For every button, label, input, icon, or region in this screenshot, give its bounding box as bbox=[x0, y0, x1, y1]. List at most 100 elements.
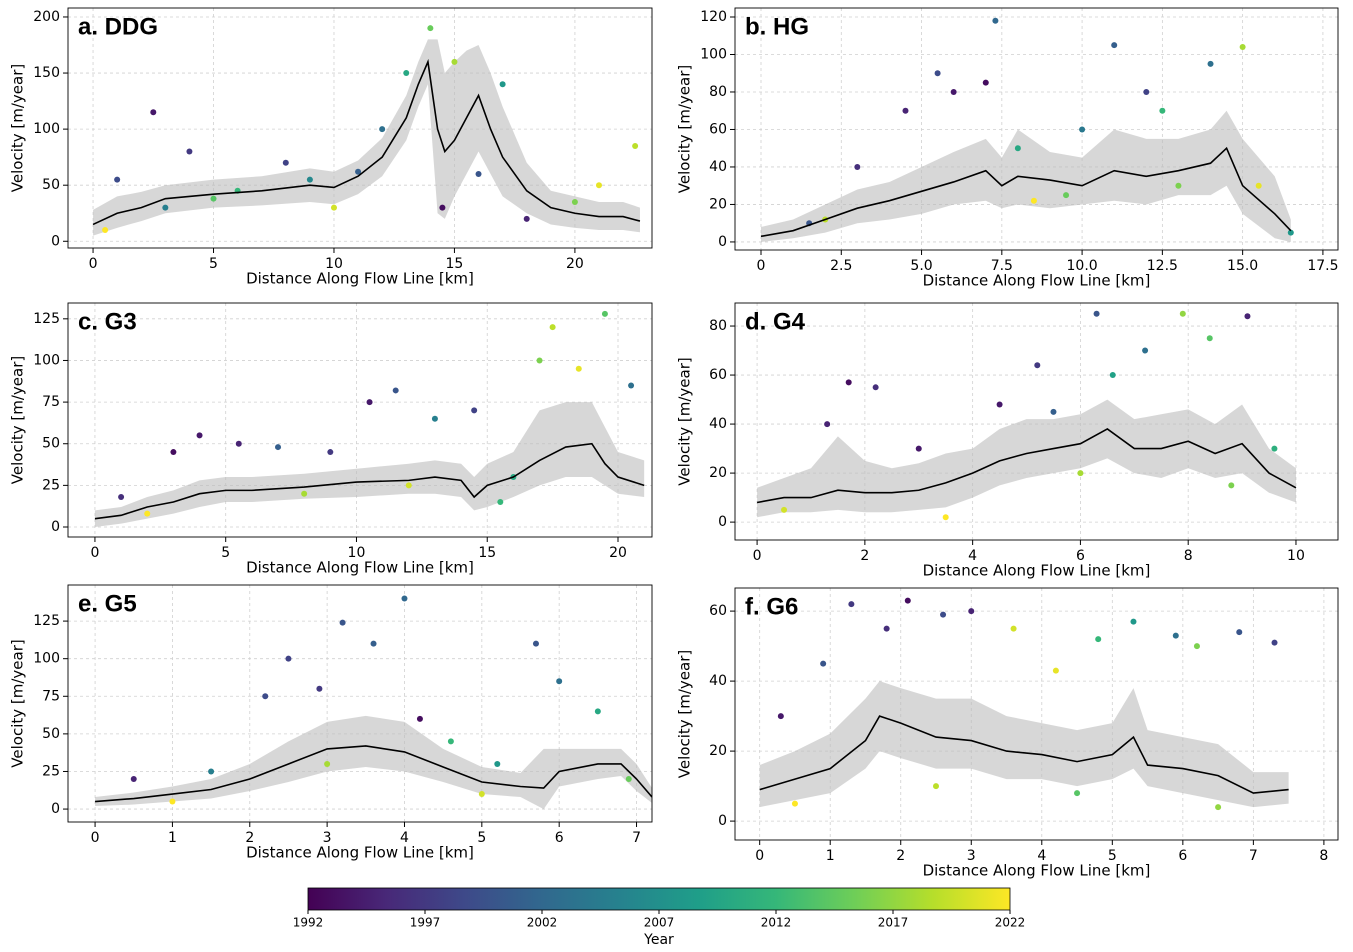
x-tick-label: 8 bbox=[1184, 548, 1193, 564]
data-point bbox=[1175, 182, 1182, 189]
data-point bbox=[1030, 197, 1037, 204]
x-tick-label: 1 bbox=[826, 848, 835, 864]
data-point bbox=[392, 387, 399, 394]
data-point bbox=[628, 382, 635, 389]
data-point bbox=[845, 379, 852, 386]
data-point bbox=[1271, 445, 1278, 452]
median-line bbox=[92, 58, 641, 226]
data-point bbox=[403, 70, 410, 77]
x-tick-label: 2 bbox=[860, 548, 869, 564]
x-tick-label: 0 bbox=[753, 548, 762, 564]
data-point bbox=[824, 421, 831, 428]
data-point bbox=[262, 693, 269, 700]
data-point bbox=[992, 17, 999, 24]
data-point bbox=[556, 678, 563, 685]
panel-title: d. G4 bbox=[745, 308, 806, 335]
x-tick-label: 5 bbox=[477, 830, 486, 846]
data-point bbox=[820, 660, 827, 667]
data-point bbox=[1052, 667, 1059, 674]
y-tick-label: 20 bbox=[709, 465, 727, 481]
y-tick-label: 20 bbox=[709, 196, 727, 212]
data-point bbox=[1228, 482, 1235, 489]
data-point bbox=[196, 432, 203, 439]
data-point bbox=[144, 510, 151, 517]
spread-band bbox=[757, 399, 1296, 518]
data-point bbox=[549, 324, 556, 331]
x-tick-label: 3 bbox=[323, 830, 332, 846]
data-point bbox=[1271, 639, 1278, 646]
spread-band bbox=[761, 110, 1291, 242]
data-point bbox=[471, 407, 478, 414]
x-tick-label: 7 bbox=[632, 830, 641, 846]
data-point bbox=[968, 608, 975, 615]
data-point bbox=[848, 601, 855, 608]
data-point bbox=[186, 148, 193, 155]
x-tick-label: 3 bbox=[967, 848, 976, 864]
y-tick-label: 40 bbox=[709, 673, 727, 689]
data-point bbox=[933, 783, 939, 790]
data-point bbox=[1172, 632, 1179, 639]
x-tick-label: 6 bbox=[1178, 848, 1187, 864]
plot-frame bbox=[734, 7, 1339, 251]
panel-title: f. G6 bbox=[745, 593, 798, 620]
y-tick-label: 0 bbox=[718, 514, 727, 530]
data-point bbox=[478, 791, 485, 798]
x-tick-label: 5 bbox=[209, 256, 218, 272]
x-tick-label: 7.5 bbox=[991, 258, 1013, 274]
x-axis-label: Distance Along Flow Line [km] bbox=[923, 562, 1151, 580]
y-tick-label: 60 bbox=[709, 603, 727, 619]
spread-band bbox=[759, 681, 1289, 808]
plot-area bbox=[95, 595, 652, 810]
data-point bbox=[439, 204, 446, 211]
data-point bbox=[427, 25, 434, 32]
x-tick-label: 0 bbox=[89, 256, 98, 272]
data-point bbox=[275, 444, 282, 451]
data-point bbox=[934, 70, 941, 77]
data-point bbox=[571, 199, 578, 206]
y-tick-label: 75 bbox=[42, 688, 60, 704]
data-point bbox=[339, 619, 346, 626]
plot-frame bbox=[67, 7, 653, 249]
data-point bbox=[601, 310, 608, 317]
panel-title: a. DDG bbox=[78, 13, 158, 40]
y-tick-label: 80 bbox=[709, 84, 727, 100]
colorbar-tick-label: 2017 bbox=[878, 916, 909, 930]
y-tick-label: 75 bbox=[42, 394, 60, 410]
median-line bbox=[756, 428, 1297, 504]
x-tick-label: 4 bbox=[400, 830, 409, 846]
data-point bbox=[632, 142, 639, 149]
data-point bbox=[327, 449, 334, 456]
data-point bbox=[118, 494, 125, 501]
x-tick-label: 2.5 bbox=[830, 258, 852, 274]
y-tick-label: 25 bbox=[42, 477, 60, 493]
data-point bbox=[1255, 182, 1262, 189]
y-tick-label: 150 bbox=[33, 65, 60, 81]
data-point bbox=[431, 415, 438, 422]
data-point bbox=[1287, 229, 1294, 236]
y-tick-label: 0 bbox=[718, 234, 727, 250]
data-point bbox=[781, 506, 788, 513]
x-tick-label: 5 bbox=[1108, 848, 1117, 864]
data-point bbox=[1034, 362, 1041, 369]
y-tick-label: 50 bbox=[42, 436, 60, 452]
x-tick-label: 7 bbox=[1249, 848, 1258, 864]
colorbar-tick-label: 1992 bbox=[293, 916, 324, 930]
x-tick-label: 4 bbox=[968, 548, 977, 564]
data-point bbox=[494, 760, 501, 767]
colorbar-tick-label: 2002 bbox=[527, 916, 558, 930]
x-tick-label: 12.5 bbox=[1147, 258, 1178, 274]
data-point bbox=[162, 204, 169, 211]
data-point bbox=[499, 81, 506, 88]
plot-area bbox=[759, 597, 1289, 811]
x-tick-label: 0 bbox=[90, 545, 99, 561]
x-tick-label: 10 bbox=[348, 545, 366, 561]
panel-title: e. G5 bbox=[78, 590, 137, 617]
data-point bbox=[594, 708, 601, 715]
y-tick-label: 0 bbox=[51, 519, 60, 535]
y-tick-label: 100 bbox=[700, 46, 727, 62]
data-point bbox=[625, 775, 632, 782]
data-point bbox=[1207, 60, 1214, 67]
data-point bbox=[1095, 636, 1102, 643]
x-tick-label: 1 bbox=[168, 830, 177, 846]
